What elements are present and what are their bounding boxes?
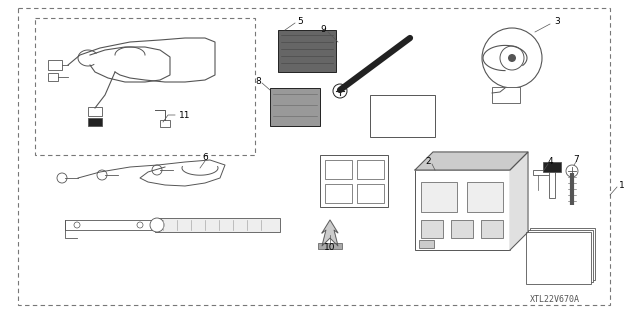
Circle shape	[500, 46, 524, 70]
Circle shape	[482, 28, 542, 88]
Bar	[270, 88, 320, 126]
Bar	[419, 240, 434, 248]
Bar	[528, 230, 593, 282]
Text: 7: 7	[573, 155, 579, 165]
Bar	[325, 160, 352, 179]
Text: 2: 2	[425, 158, 431, 167]
Bar	[160, 120, 170, 127]
Text: 5: 5	[297, 18, 303, 26]
Bar	[421, 220, 443, 238]
Bar	[320, 155, 388, 207]
Bar	[318, 243, 342, 249]
Text: 6: 6	[202, 153, 208, 162]
Bar	[48, 73, 58, 81]
Bar	[481, 220, 503, 238]
Bar	[415, 170, 510, 250]
Bar	[325, 184, 352, 203]
Text: 10: 10	[324, 242, 336, 251]
Circle shape	[74, 222, 80, 228]
Text: XTL22V670A: XTL22V670A	[530, 295, 580, 305]
Bar	[526, 232, 591, 284]
Polygon shape	[510, 152, 528, 250]
Circle shape	[508, 54, 516, 62]
Circle shape	[333, 84, 347, 98]
Bar	[543, 162, 561, 172]
Bar	[421, 182, 457, 212]
Bar	[65, 220, 155, 230]
Text: 3: 3	[554, 18, 560, 26]
Bar	[278, 30, 336, 72]
Text: 1: 1	[619, 181, 625, 189]
Circle shape	[97, 170, 107, 180]
Polygon shape	[415, 152, 528, 170]
Bar	[35, 18, 255, 155]
Circle shape	[152, 165, 162, 175]
FancyBboxPatch shape	[155, 218, 280, 232]
Bar	[533, 170, 555, 175]
Bar	[549, 170, 555, 198]
Bar	[451, 220, 473, 238]
Bar	[88, 107, 102, 116]
Bar	[492, 87, 520, 103]
Circle shape	[150, 218, 164, 232]
Circle shape	[566, 165, 578, 177]
Circle shape	[137, 222, 143, 228]
Text: 9: 9	[320, 26, 326, 34]
Bar	[370, 95, 435, 137]
Bar	[357, 160, 384, 179]
Circle shape	[57, 173, 67, 183]
Polygon shape	[322, 220, 338, 246]
Text: 11: 11	[179, 110, 191, 120]
Text: 4: 4	[547, 158, 553, 167]
Text: 8: 8	[255, 78, 261, 86]
Bar	[467, 182, 503, 212]
Bar	[48, 60, 62, 70]
Bar	[88, 118, 102, 126]
Bar	[357, 184, 384, 203]
Bar	[530, 228, 595, 280]
